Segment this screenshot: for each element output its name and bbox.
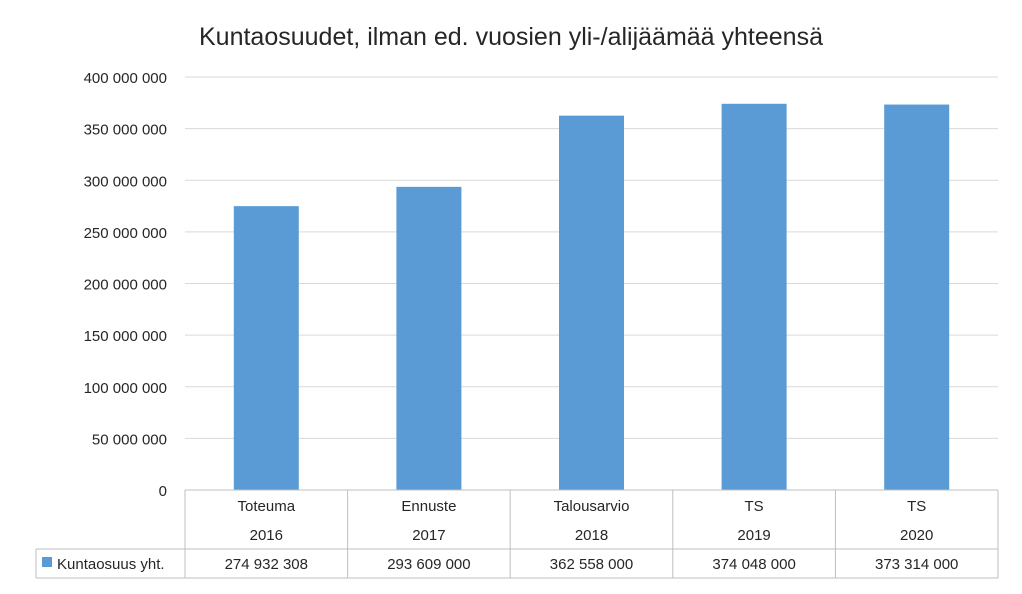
data-label: 373 314 000	[875, 556, 958, 573]
y-tick-label: 150 000 000	[84, 328, 167, 345]
legend-swatch	[42, 557, 52, 567]
y-tick-label: 50 000 000	[92, 431, 167, 448]
data-label: 274 932 308	[225, 556, 308, 573]
x-tick-label-year: 2020	[900, 527, 933, 544]
bar	[559, 115, 624, 490]
bars	[233, 103, 950, 491]
x-tick-label: Talousarvio	[554, 498, 630, 515]
x-tick-label-year: 2018	[575, 527, 608, 544]
bar	[884, 104, 950, 491]
data-label: 362 558 000	[550, 556, 633, 573]
chart-title: Kuntaosuudet, ilman ed. vuosien yli-/ali…	[199, 23, 823, 51]
x-tick-label-year: 2016	[250, 527, 283, 544]
y-tick-label: 300 000 000	[84, 173, 167, 190]
x-tick-label: TS	[907, 498, 926, 515]
x-tick-label: Toteuma	[238, 498, 296, 515]
data-label: 293 609 000	[387, 556, 470, 573]
bar	[721, 103, 787, 490]
y-axis-tick-labels: 0 50 000 000 100 000 000 150 000 000 200 000…	[84, 70, 167, 500]
x-tick-label-year: 2017	[412, 527, 445, 544]
y-tick-label: 200 000 000	[84, 277, 167, 294]
y-tick-label: 400 000 000	[84, 70, 167, 87]
y-tick-label: 0	[159, 483, 167, 500]
legend-label: Kuntaosuus yht.	[57, 556, 165, 573]
bar	[233, 206, 299, 490]
x-tick-label: Ennuste	[401, 498, 456, 515]
bar	[396, 186, 462, 491]
data-label: 374 048 000	[712, 556, 795, 573]
x-tick-label: TS	[745, 498, 764, 515]
y-tick-label: 100 000 000	[84, 380, 167, 397]
data-table: Toteuma 2016 274 932 308 Ennuste 2017 293 609…	[35, 489, 999, 579]
x-tick-label-year: 2019	[737, 527, 770, 544]
y-tick-label: 250 000 000	[84, 225, 167, 242]
y-tick-label: 350 000 000	[84, 122, 167, 139]
